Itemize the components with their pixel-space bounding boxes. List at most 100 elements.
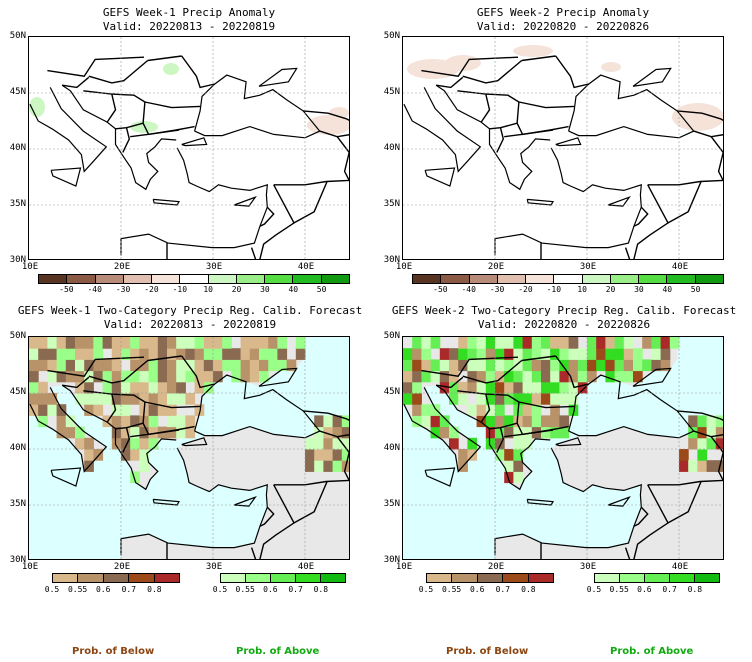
colorbar-tick-label: 0.5: [212, 585, 228, 594]
prob-above-label-week1: Prob. of Above: [236, 646, 320, 657]
colorbar-tick-label: 20: [231, 285, 242, 294]
panel1-valid-text: Valid: 20220813 - 20220819: [102, 20, 276, 33]
lon-label: 10E: [395, 262, 413, 272]
colorbar-tick-label: -40: [461, 285, 476, 294]
lon-label: 20E: [487, 562, 505, 572]
lat-label: 45N: [383, 87, 400, 97]
panel4-title: GEFS Week-2 Two-Category Precip Reg. Cal…: [376, 304, 752, 332]
colorbar-swatch: [595, 574, 620, 582]
lat-label: 35N: [9, 499, 26, 509]
lon-label: 30E: [579, 262, 597, 272]
map4-svg: [403, 337, 723, 559]
colorbar-tick-label: 0.55: [235, 585, 255, 594]
panel3-title: GEFS Week-1 Two-Category Precip Reg. Cal…: [0, 304, 380, 332]
colorbar-swatch: [582, 275, 611, 283]
map1-svg: [29, 37, 349, 259]
lat-label: 40N: [383, 443, 400, 453]
lat-label: 30N: [383, 255, 400, 265]
colorbar-tick-label: 0.6: [95, 585, 111, 594]
colorbar-tick-label: 0.5: [418, 585, 434, 594]
colorbar-swatch: [180, 275, 209, 283]
map-week1-probability: [28, 336, 350, 560]
colorbar-swatch: [103, 574, 130, 582]
colorbar-tick-label: -30: [115, 285, 131, 294]
colorbar-swatch: [497, 275, 527, 283]
colorbar-swatch: [95, 275, 124, 283]
colorbar-tick-label: 0.6: [263, 585, 278, 594]
colorbar-tick-label: 0.5: [44, 585, 60, 594]
colorbar-tick-label: 30: [634, 285, 644, 294]
panel1-title: GEFS Week-1 Precip Anomaly Valid: 2022081…: [28, 6, 350, 34]
colorbar-tick-label: 0.7: [121, 585, 137, 594]
colorbar-swatch: [321, 275, 349, 283]
colorbar-tick-label: 0.7: [288, 585, 303, 594]
colorbar-swatch: [526, 275, 555, 283]
colorbar-tick-label: 0.8: [147, 585, 162, 594]
anomaly-colorbar-week1: [38, 274, 350, 284]
colorbar-swatch: [78, 574, 104, 582]
lat-label: 35N: [383, 199, 400, 209]
lon-label: 40E: [671, 562, 689, 572]
lon-label: 10E: [395, 562, 413, 572]
below-colorbar-week2: [426, 573, 554, 583]
lon-label: 10E: [21, 262, 39, 272]
colorbar-tick-label: -40: [87, 285, 102, 294]
colorbar-swatch: [265, 275, 294, 283]
colorbar-swatch: [503, 574, 529, 582]
colorbar-tick-label: -30: [489, 285, 505, 294]
colorbar-tick-label: 10: [203, 285, 213, 294]
colorbar-swatch: [39, 275, 68, 283]
colorbar-tick-label: 10: [577, 285, 587, 294]
lat-label: 40N: [383, 143, 400, 153]
below-colorbar-week1: [52, 573, 180, 583]
colorbar-swatch: [123, 275, 153, 283]
lon-label: 30E: [579, 562, 597, 572]
colorbar-swatch: [610, 275, 640, 283]
colorbar-swatch: [639, 275, 668, 283]
colorbar-tick-label: 0.6: [637, 585, 652, 594]
lon-label: 20E: [487, 262, 505, 272]
prob-below-label-week2: Prob. of Below: [446, 646, 529, 657]
colorbar-swatch: [221, 574, 246, 582]
prob-below-label-week1: Prob. of Below: [72, 646, 155, 657]
anomaly-colorbar-week2: [412, 274, 724, 284]
colorbar-swatch: [208, 275, 237, 283]
map-week1-anomaly: [28, 36, 350, 260]
colorbar-swatch: [413, 275, 442, 283]
colorbar-tick-label: -10: [172, 285, 188, 294]
colorbar-swatch: [645, 574, 670, 582]
colorbar-swatch: [427, 574, 453, 582]
colorbar-swatch: [321, 574, 345, 582]
panel2-title: GEFS Week-2 Precip Anomaly Valid: 2022082…: [402, 6, 724, 34]
colorbar-swatch: [695, 574, 719, 582]
lat-label: 30N: [383, 555, 400, 565]
colorbar-swatch: [452, 574, 478, 582]
lon-label: 20E: [113, 262, 131, 272]
colorbar-swatch: [441, 275, 470, 283]
map3-svg: [29, 337, 349, 559]
colorbar-swatch: [469, 275, 498, 283]
lat-label: 40N: [9, 143, 26, 153]
lat-label: 50N: [383, 331, 400, 341]
lat-label: 45N: [383, 387, 400, 397]
colorbar-swatch: [246, 574, 271, 582]
colorbar-swatch: [554, 275, 583, 283]
colorbar-swatch: [296, 574, 321, 582]
colorbar-tick-label: 0.8: [521, 585, 536, 594]
lat-label: 45N: [9, 387, 26, 397]
map2-svg: [403, 37, 723, 259]
lat-label: 30N: [9, 555, 26, 565]
colorbar-tick-label: 0.55: [67, 585, 88, 594]
colorbar-swatch: [293, 275, 322, 283]
map-week2-probability: [402, 336, 724, 560]
lon-label: 40E: [297, 562, 315, 572]
colorbar-swatch: [620, 574, 645, 582]
panel3-valid-text: Valid: 20220813 - 20220819: [103, 318, 277, 331]
lat-label: 50N: [383, 31, 400, 41]
lat-label: 45N: [9, 87, 26, 97]
lon-label: 30E: [205, 262, 223, 272]
colorbar-tick-label: 50: [690, 285, 701, 294]
lat-label: 40N: [9, 443, 26, 453]
colorbar-swatch: [53, 574, 79, 582]
colorbar-tick-label: 20: [605, 285, 616, 294]
